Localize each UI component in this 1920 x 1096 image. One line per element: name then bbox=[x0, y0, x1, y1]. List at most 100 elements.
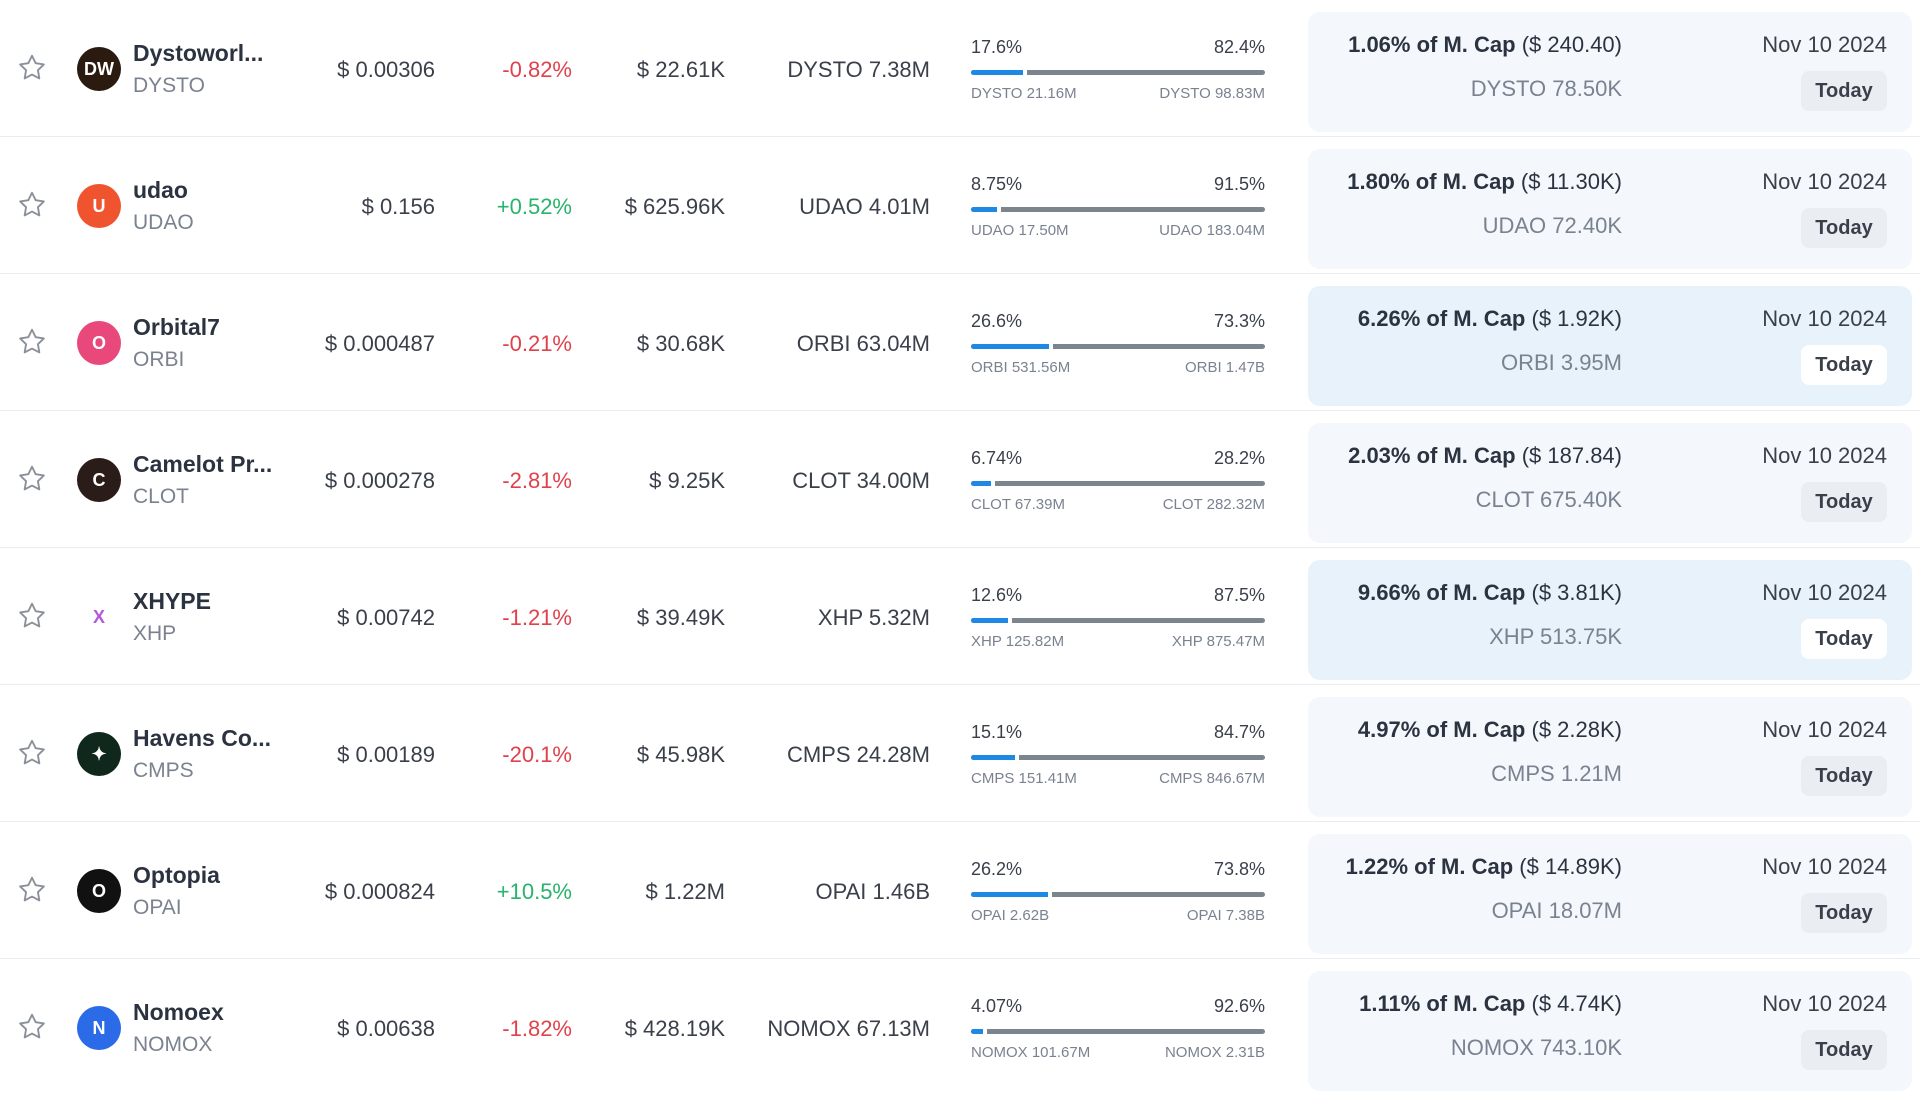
progress-bar bbox=[971, 755, 1265, 760]
progress-bar bbox=[971, 207, 1265, 212]
token-name[interactable]: udao bbox=[133, 177, 188, 203]
locked-percent: 84.7% bbox=[1213, 722, 1265, 742]
progress-bar-fill bbox=[971, 755, 1020, 760]
price-change: -0.21% bbox=[502, 331, 572, 356]
star-icon[interactable] bbox=[16, 1011, 48, 1043]
today-badge[interactable]: Today bbox=[1801, 208, 1887, 248]
market-cap-share: 1.11% of M. Cap ($ 4.74K) bbox=[1359, 991, 1622, 1017]
next-unlock-amount: DYSTO 78.50K bbox=[1470, 76, 1622, 101]
locked-percent: 73.8% bbox=[1213, 859, 1265, 879]
unlock-amount: XHP 5.32M bbox=[817, 605, 930, 630]
market-cap-share: 6.26% of M. Cap ($ 1.92K) bbox=[1358, 306, 1622, 332]
locked-percent: 91.5% bbox=[1213, 174, 1265, 194]
table-row[interactable]: X XHYPE XHP $ 0.00742 -1.21% $ 39.49K XH… bbox=[0, 548, 1920, 685]
token-logo-glyph: U bbox=[92, 195, 106, 216]
progress-bar bbox=[971, 618, 1265, 623]
star-icon[interactable] bbox=[16, 326, 48, 358]
token-logo-glyph: C bbox=[92, 469, 106, 490]
market-cap-share: 2.03% of M. Cap ($ 187.84) bbox=[1348, 443, 1622, 469]
market-cap-share: 1.80% of M. Cap ($ 11.30K) bbox=[1347, 169, 1622, 195]
trading-volume: $ 1.22M bbox=[645, 879, 726, 904]
progress-bar bbox=[971, 481, 1265, 486]
unlocked-percent: 12.6% bbox=[971, 585, 1023, 605]
market-cap-percent: 1.11% of M. Cap bbox=[1359, 991, 1526, 1016]
token-name[interactable]: Optopia bbox=[133, 862, 220, 888]
trading-volume: $ 22.61K bbox=[636, 57, 725, 82]
market-cap-percent: 4.97% of M. Cap bbox=[1357, 717, 1526, 742]
token-name[interactable]: XHYPE bbox=[133, 588, 211, 614]
token-symbol: UDAO bbox=[133, 211, 194, 234]
next-unlock-amount: UDAO 72.40K bbox=[1482, 213, 1622, 238]
today-badge[interactable]: Today bbox=[1801, 756, 1887, 796]
price-change: -1.21% bbox=[502, 605, 572, 630]
unlock-progress: 17.6% 82.4% DYSTO 21.16M DYSTO 98.83M bbox=[971, 37, 1265, 107]
star-icon[interactable] bbox=[16, 463, 48, 495]
unlock-progress: 8.75% 91.5% UDAO 17.50M UDAO 183.04M bbox=[971, 174, 1265, 244]
next-unlock-card: 6.26% of M. Cap ($ 1.92K) ORBI 3.95M Nov… bbox=[1308, 286, 1912, 406]
today-badge[interactable]: Today bbox=[1801, 482, 1887, 522]
unlock-amount: NOMOX 67.13M bbox=[767, 1016, 930, 1041]
star-icon[interactable] bbox=[16, 189, 48, 221]
unlocked-percent: 6.74% bbox=[971, 448, 1023, 468]
star-icon[interactable] bbox=[16, 600, 48, 632]
market-cap-value: ($ 240.40) bbox=[1521, 32, 1622, 57]
locked-amount: UDAO 183.04M bbox=[1159, 222, 1265, 239]
unlocked-amount: CLOT 67.39M bbox=[971, 496, 1065, 513]
unlock-amount: DYSTO 7.38M bbox=[787, 57, 930, 82]
token-symbol: CMPS bbox=[133, 759, 194, 782]
token-price: $ 0.00306 bbox=[337, 57, 435, 82]
progress-bar-fill bbox=[971, 892, 1053, 897]
table-row[interactable]: O Orbital7 ORBI $ 0.000487 -0.21% $ 30.6… bbox=[0, 274, 1920, 411]
token-symbol: OPAI bbox=[133, 896, 182, 919]
trading-volume: $ 9.25K bbox=[649, 468, 725, 493]
unlock-date: Nov 10 2024 bbox=[1762, 32, 1887, 57]
unlock-progress: 26.6% 73.3% ORBI 531.56M ORBI 1.47B bbox=[971, 311, 1265, 381]
progress-bar bbox=[971, 70, 1265, 75]
next-unlock-card: 1.80% of M. Cap ($ 11.30K) UDAO 72.40K N… bbox=[1308, 149, 1912, 269]
token-name[interactable]: Camelot Pr... bbox=[133, 451, 273, 477]
token-logo-icon: C bbox=[77, 458, 121, 502]
unlocked-amount: OPAI 2.62B bbox=[971, 907, 1050, 924]
unlocked-percent: 8.75% bbox=[971, 174, 1023, 194]
table-row[interactable]: U udao UDAO $ 0.156 +0.52% $ 625.96K UDA… bbox=[0, 137, 1920, 274]
progress-bar-fill bbox=[971, 344, 1054, 349]
today-badge[interactable]: Today bbox=[1801, 619, 1887, 659]
trading-volume: $ 45.98K bbox=[636, 742, 725, 767]
unlock-progress: 26.2% 73.8% OPAI 2.62B OPAI 7.38B bbox=[971, 859, 1265, 929]
today-badge[interactable]: Today bbox=[1801, 71, 1887, 111]
next-unlock-amount: CMPS 1.21M bbox=[1491, 761, 1622, 786]
table-row[interactable]: ✦ Havens Co... CMPS $ 0.00189 -20.1% $ 4… bbox=[0, 685, 1920, 822]
token-name[interactable]: Havens Co... bbox=[133, 725, 272, 751]
token-symbol: ORBI bbox=[133, 348, 185, 371]
table-row[interactable]: N Nomoex NOMOX $ 0.00638 -1.82% $ 428.19… bbox=[0, 959, 1920, 1096]
today-badge[interactable]: Today bbox=[1801, 893, 1887, 933]
next-unlock-card: 1.06% of M. Cap ($ 240.40) DYSTO 78.50K … bbox=[1308, 12, 1912, 132]
unlock-progress: 4.07% 92.6% NOMOX 101.67M NOMOX 2.31B bbox=[971, 996, 1265, 1066]
star-icon[interactable] bbox=[16, 874, 48, 906]
locked-amount: ORBI 1.47B bbox=[1184, 359, 1265, 376]
today-badge[interactable]: Today bbox=[1801, 1030, 1887, 1070]
locked-amount: OPAI 7.38B bbox=[1186, 907, 1265, 924]
table-row[interactable]: O Optopia OPAI $ 0.000824 +10.5% $ 1.22M… bbox=[0, 822, 1920, 959]
market-cap-percent: 1.80% of M. Cap bbox=[1347, 169, 1515, 194]
star-icon[interactable] bbox=[16, 52, 48, 84]
token-name[interactable]: Orbital7 bbox=[133, 314, 220, 340]
table-row[interactable]: C Camelot Pr... CLOT $ 0.000278 -2.81% $… bbox=[0, 411, 1920, 548]
market-cap-percent: 1.06% of M. Cap bbox=[1348, 32, 1516, 57]
token-price: $ 0.000487 bbox=[324, 331, 435, 356]
token-price: $ 0.000824 bbox=[324, 879, 435, 904]
star-icon[interactable] bbox=[16, 737, 48, 769]
unlock-amount: CMPS 24.28M bbox=[786, 742, 930, 767]
token-name[interactable]: Dystoworl... bbox=[133, 40, 264, 66]
token-logo-icon: ✦ bbox=[77, 732, 121, 776]
token-name[interactable]: Nomoex bbox=[133, 999, 224, 1025]
today-badge[interactable]: Today bbox=[1801, 345, 1887, 385]
unlocked-amount: UDAO 17.50M bbox=[971, 222, 1069, 239]
unlocked-percent: 4.07% bbox=[971, 996, 1023, 1016]
next-unlock-amount: OPAI 18.07M bbox=[1491, 898, 1622, 923]
table-row[interactable]: DW Dystoworl... DYSTO $ 0.00306 -0.82% $… bbox=[0, 0, 1920, 137]
market-cap-share: 1.06% of M. Cap ($ 240.40) bbox=[1348, 32, 1622, 58]
next-unlock-card: 1.11% of M. Cap ($ 4.74K) NOMOX 743.10K … bbox=[1308, 971, 1912, 1091]
market-cap-value: ($ 3.81K) bbox=[1531, 580, 1623, 605]
locked-amount: CMPS 846.67M bbox=[1159, 770, 1265, 787]
